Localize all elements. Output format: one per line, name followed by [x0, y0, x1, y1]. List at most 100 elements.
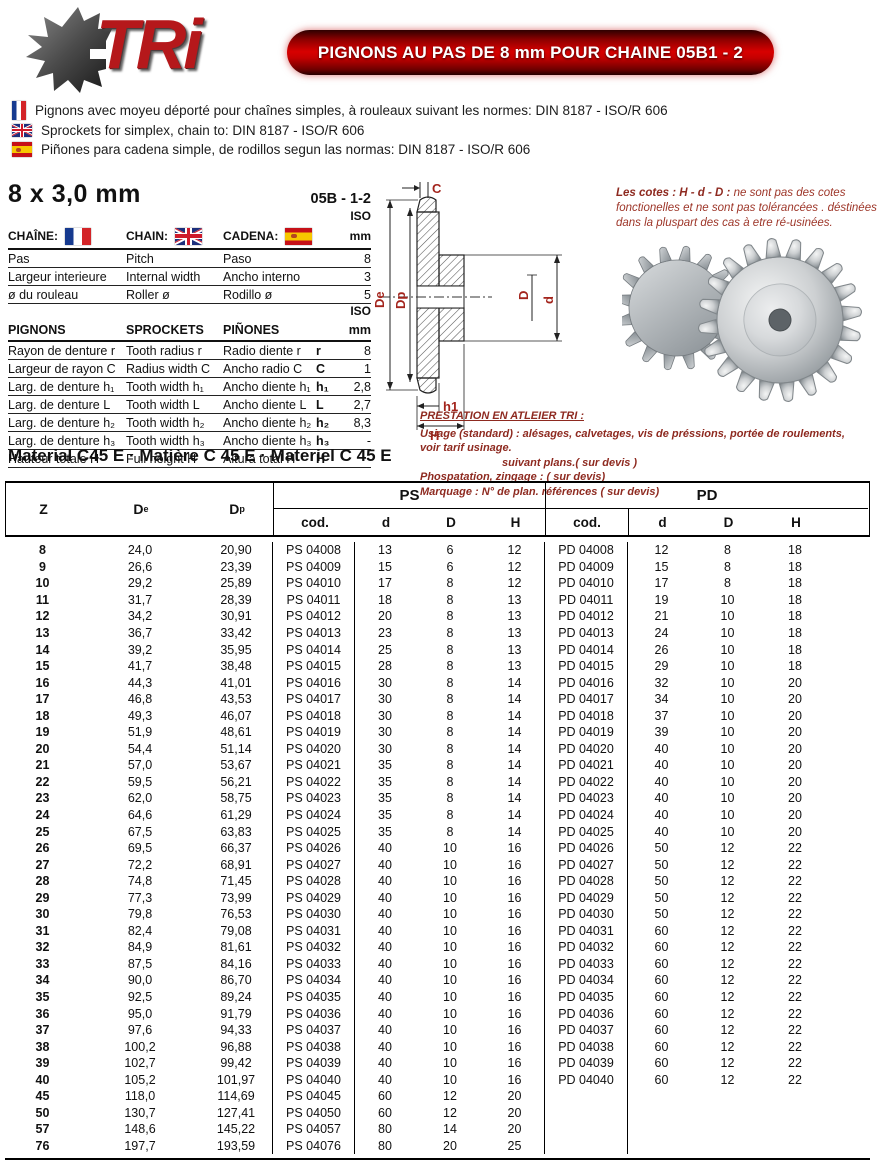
cell: 10: [720, 626, 735, 640]
cell: 101,97: [216, 1072, 256, 1087]
cell: 8: [364, 343, 371, 358]
cell: [830, 592, 867, 609]
cell: 66,37: [220, 841, 252, 856]
table-row: Larg. de denture L Tooth width L Ancho die…: [8, 396, 371, 414]
cell: 38,48: [220, 659, 252, 674]
cell: 12: [485, 575, 545, 592]
cell: Radio diente r: [223, 343, 301, 358]
table-row: Hauteur totale H Full height H Altura tota…: [8, 450, 371, 468]
cell: 8,3: [353, 415, 371, 430]
cell: 8: [724, 543, 731, 558]
cell: [830, 658, 867, 675]
cell: PD 04010: [545, 575, 628, 592]
cell: PD 04024: [545, 806, 628, 824]
cell: 16: [485, 839, 545, 857]
cell: Largeur interieure: [8, 269, 107, 284]
cell: 90,0: [127, 973, 153, 988]
chain-label-fr: CHAÎNE:: [8, 227, 126, 245]
cell: 10: [720, 741, 735, 756]
cell: 29: [35, 890, 50, 905]
cell: 51,9: [127, 725, 153, 740]
cell: 17: [378, 576, 392, 591]
cell: [545, 1104, 628, 1122]
mm-label: mm: [349, 229, 371, 243]
intro-line-en: Sprockets for simplex, chain to: DIN 818…: [12, 121, 668, 141]
cell: [695, 1121, 760, 1138]
cell: 82,4: [127, 923, 153, 938]
cell: 14: [35, 642, 50, 657]
cell: 1: [364, 361, 371, 376]
cell: [545, 1121, 628, 1138]
cell: PS 04028: [272, 872, 355, 890]
cell: PD 04020: [545, 740, 628, 758]
cell: 10: [443, 990, 457, 1005]
cell: 12: [443, 1089, 457, 1104]
cell: 60: [378, 1105, 392, 1120]
cell: 53,67: [220, 758, 252, 773]
table-row: Larg. de denture h₂ Tooth width h₂ Ancho d…: [8, 414, 371, 432]
cell: 26,6: [127, 559, 153, 574]
flag-france-icon: [12, 101, 26, 121]
cell: 19: [35, 725, 50, 740]
sprocket-section-drawing: C De Dp d D h1 H: [372, 181, 562, 443]
cell: 8: [364, 251, 371, 266]
cell: L: [316, 397, 324, 412]
cell: 12: [485, 542, 545, 559]
cell: PS 04023: [272, 790, 355, 807]
page-title: PIGNONS AU PAS DE 8 mm POUR CHAINE 05B1 …: [317, 42, 744, 62]
cell: [830, 923, 867, 940]
cell: 23,39: [220, 559, 252, 574]
cell: [628, 1088, 695, 1105]
cell: 10: [443, 874, 457, 889]
cell: 40: [378, 1023, 392, 1038]
table-row: 9 26,6 23,39 PS 04009 15 6 12 PD 04009 15 8 18: [5, 558, 870, 576]
cell: PD 04025: [545, 823, 628, 840]
cell: 35: [378, 791, 392, 806]
cell: 12: [720, 956, 735, 971]
iso-label: ISO: [350, 209, 371, 223]
cell: 10: [443, 923, 457, 938]
sprocket-photo: [622, 237, 863, 403]
cell: [695, 1138, 760, 1155]
table-row: 37 97,6 94,33 PS 04037 40 10 16 PD 04037 60 12 22: [5, 1021, 870, 1039]
cell: 20: [35, 741, 50, 756]
cell: 10: [443, 973, 457, 988]
cell: 45: [35, 1089, 50, 1104]
cell: 6: [446, 559, 454, 574]
cell: 18: [788, 626, 802, 640]
cell: 12: [720, 890, 735, 905]
cell: 25,89: [220, 576, 252, 591]
cell: Rodillo ø: [223, 287, 273, 302]
logo: TRi: [18, 2, 278, 98]
cell: PD 04017: [545, 690, 628, 708]
cell: [830, 724, 867, 741]
cell: h₁: [316, 379, 329, 394]
pignons-label-es: PIÑONES: [223, 322, 280, 337]
cell: 31,7: [127, 592, 153, 607]
cell: 10: [720, 708, 735, 723]
cell: PS 04050: [272, 1104, 355, 1122]
cell: h₂: [316, 415, 330, 430]
cotes-note: Les cotes : H - d - D : ne sont pas des …: [616, 186, 884, 231]
cell: PS 04039: [272, 1054, 355, 1072]
cell: 12: [720, 940, 735, 955]
cell: [830, 939, 867, 956]
cell: Ancho diente h₂: [223, 415, 312, 430]
table-row: 23 62,0 58,75 PS 04023 35 8 14 PD 04023 40 10 20: [5, 790, 870, 807]
cell: [830, 823, 867, 840]
cell: 12: [485, 558, 545, 576]
cell: 19: [654, 592, 669, 607]
cell: PD 04026: [545, 839, 628, 857]
cell: 40: [378, 874, 392, 889]
cell: 60: [654, 956, 669, 971]
mm-label: mm: [348, 322, 371, 337]
table-row: 8 24,0 20,90 PS 04008 13 6 12 PD 04008 12 8 18: [5, 542, 870, 559]
cell: 5: [364, 287, 371, 302]
cell: 40: [378, 923, 392, 938]
cell: Radius width C: [126, 361, 211, 376]
cell: [830, 889, 867, 906]
cell: 13: [378, 543, 392, 558]
logo-text: TRi: [96, 5, 203, 83]
cell: PD 04016: [545, 674, 628, 691]
